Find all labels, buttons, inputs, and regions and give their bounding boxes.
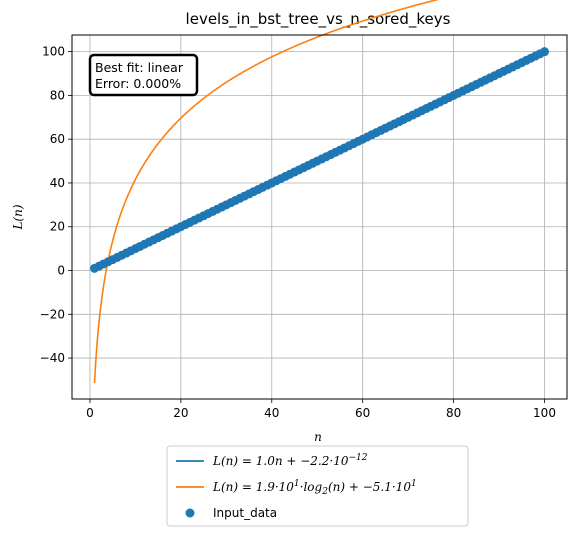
- y-tick-label: 40: [50, 176, 65, 190]
- y-tick-label: −20: [40, 307, 65, 321]
- legend-frame: [166, 445, 469, 527]
- x-tick-label: 20: [173, 406, 188, 420]
- x-tick-label: 80: [446, 406, 461, 420]
- legend-swatch-scatter: [185, 508, 195, 518]
- y-tick-label: 20: [50, 220, 65, 234]
- y-axis-label-group: L(n): [11, 204, 25, 230]
- x-tick-label: 60: [355, 406, 370, 420]
- legend-log-part-0: L(n) = 1.9·10: [212, 480, 294, 494]
- legend-log-part-1: 1: [294, 479, 300, 489]
- fit-info-box: Best fit: linear Error: 0.000%: [88, 53, 199, 97]
- fit-info-line2: Error: 0.000%: [95, 76, 181, 91]
- log-fit-line: [93, 0, 440, 384]
- grid-lines: [72, 35, 567, 399]
- y-tick-label: −40: [40, 351, 65, 365]
- log-fit-line-group: [93, 0, 440, 384]
- fit-info-frame: [88, 53, 199, 97]
- legend-log-part-3: 2: [321, 487, 328, 497]
- fit-info-line1: Best fit: linear: [95, 60, 184, 75]
- legend-log-part-5: 1: [411, 479, 417, 489]
- x-tick-label: 40: [264, 406, 279, 420]
- legend-label-scatter: Input_data: [213, 506, 277, 520]
- legend-label-linear: L(n) = 1.0n + −2.2·10−12: [212, 453, 368, 468]
- linear-fit-line-group: [94, 50, 545, 270]
- legend-label-log: L(n) = 1.9·101·log2(n) + −5.1·101: [212, 479, 417, 497]
- legend-linear-exp: −12: [348, 453, 367, 463]
- axis-ticks: 0 20 40 60 80 100 −40 −20 0 20 40 60 80 100: [40, 45, 556, 420]
- x-tick-label: 0: [86, 406, 94, 420]
- legend: L(n) = 1.0n + −2.2·10−12 L(n) = 1.9·101·…: [166, 445, 469, 527]
- chart-title: levels_in_bst_tree_vs_n_sored_keys: [186, 10, 451, 29]
- y-tick-label: 100: [42, 45, 65, 59]
- x-axis-label: n: [314, 430, 322, 444]
- plot-frame: [71, 34, 568, 400]
- legend-log-part-2: ·log: [300, 480, 323, 494]
- y-axis-label: L(n): [11, 204, 25, 230]
- x-tick-label: 100: [533, 406, 556, 420]
- legend-linear-main: L(n) = 1.0n + −2.2·10: [212, 454, 349, 468]
- y-tick-label: 0: [57, 264, 65, 278]
- linear-fit-line: [94, 50, 545, 270]
- y-tick-label: 60: [50, 132, 65, 146]
- y-tick-label: 80: [50, 88, 65, 102]
- legend-log-part-4: (n) + −5.1·10: [328, 480, 411, 494]
